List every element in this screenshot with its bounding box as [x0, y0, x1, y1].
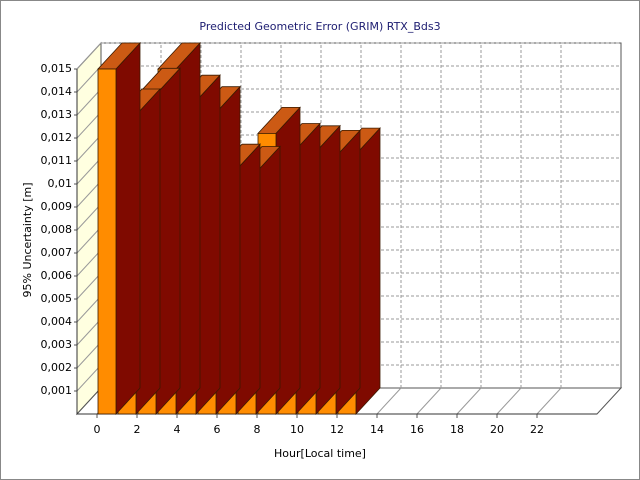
- bar: [97, 68, 117, 415]
- grid-line: [76, 157, 102, 185]
- x-tick-label: 0: [94, 423, 101, 436]
- grid-line: [76, 65, 102, 93]
- y-axis-label: 95% Uncertainty [m]: [21, 182, 34, 297]
- y-tick-label: 0,001: [41, 384, 73, 397]
- grid-line: [76, 341, 102, 369]
- grid-line: [76, 203, 102, 231]
- y-tick-label: 0,004: [41, 315, 73, 328]
- x-tick-label: 6: [214, 423, 221, 436]
- grid-line: [536, 387, 562, 415]
- x-tick-label: 16: [410, 423, 424, 436]
- grid-line: [416, 387, 442, 415]
- y-tick-label: 0,006: [41, 269, 73, 282]
- y-tick-label: 0,002: [41, 361, 73, 374]
- grid-line: [76, 318, 102, 346]
- x-tick-label: 14: [370, 423, 384, 436]
- grid-line: [456, 387, 482, 415]
- y-tick-label: 0,013: [41, 108, 73, 121]
- y-tick-label: 0,015: [41, 62, 73, 75]
- grid-line: [76, 42, 102, 70]
- x-tick-label: 2: [134, 423, 141, 436]
- grid-line: [76, 272, 102, 300]
- x-tick-label: 22: [530, 423, 544, 436]
- y-tick-label: 0,009: [41, 200, 73, 213]
- y-tick-label: 0,007: [41, 246, 73, 259]
- grid-line: [76, 226, 102, 254]
- grid-line: [76, 249, 102, 277]
- chart-title: Predicted Geometric Error (GRIM) RTX_Bds…: [199, 20, 440, 33]
- y-tick-label: 0,014: [41, 85, 73, 98]
- y-tick-label: 0,003: [41, 338, 73, 351]
- y-tick-label: 0,008: [41, 223, 73, 236]
- y-tick-label: 0,01: [48, 177, 73, 190]
- x-tick-label: 12: [330, 423, 344, 436]
- y-tick-label: 0,005: [41, 292, 73, 305]
- x-tick-label: 10: [290, 423, 304, 436]
- bar-side: [115, 41, 141, 416]
- grid-line: [376, 387, 402, 415]
- x-axis-label: Hour[Local time]: [274, 447, 366, 460]
- y-tick-label: 0,012: [41, 131, 73, 144]
- grid-line: [76, 111, 102, 139]
- grid-line: [76, 295, 102, 323]
- grid-line: [76, 134, 102, 162]
- left-wall: [76, 41, 102, 416]
- x-tick-label: 18: [450, 423, 464, 436]
- x-tick-label: 20: [490, 423, 504, 436]
- grid-line: [496, 387, 522, 415]
- x-tick-label: 4: [174, 423, 181, 436]
- grid-line: [76, 180, 102, 208]
- y-tick-label: 0,011: [41, 154, 73, 167]
- grid-line: [76, 364, 102, 392]
- x-tick-label: 8: [254, 423, 261, 436]
- grid-line: [76, 88, 102, 116]
